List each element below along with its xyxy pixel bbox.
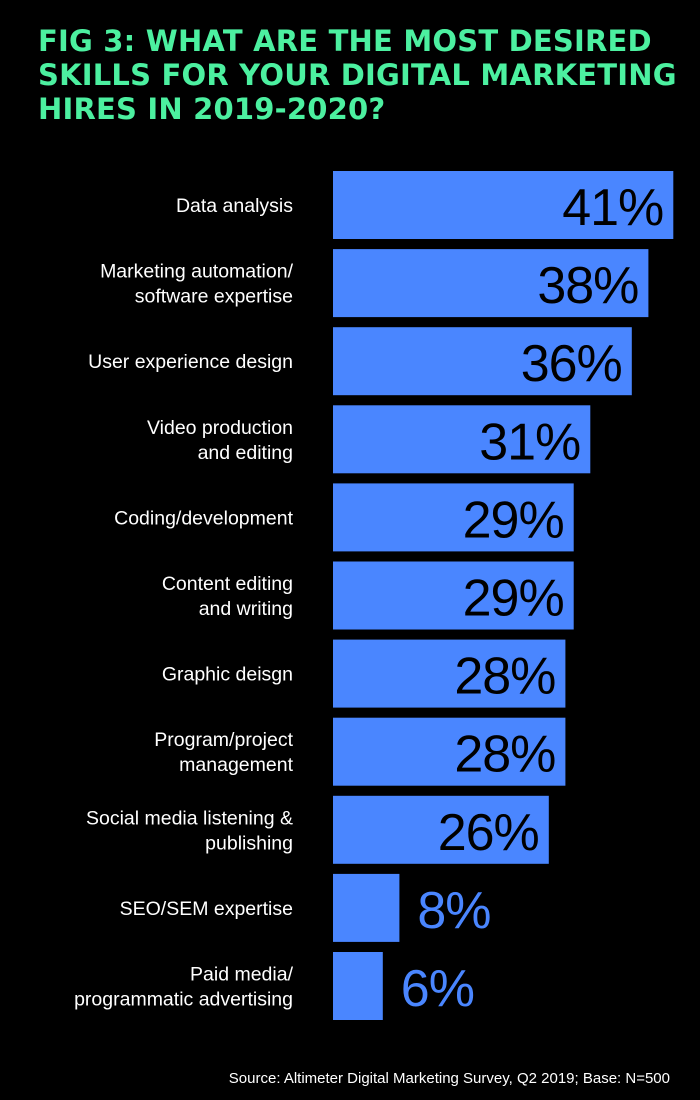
chart-title-line: FIG 3: WHAT ARE THE MOST DESIRED (38, 24, 652, 58)
value-label: 31% (479, 413, 580, 471)
category-label: Content editing (162, 573, 293, 595)
value-label: 26% (438, 804, 539, 862)
category-label: management (179, 754, 293, 776)
bar (333, 795, 549, 864)
chart-title-line: SKILLS FOR YOUR DIGITAL MARKETING (38, 58, 677, 92)
category-label: Data analysis (176, 195, 293, 217)
category-label: SEO/SEM expertise (120, 898, 293, 920)
category-label: Marketing automation/ (100, 261, 294, 283)
value-label: 6% (401, 960, 474, 1018)
bar (333, 639, 566, 708)
category-label: Paid media/ (190, 964, 294, 986)
bar (333, 483, 574, 552)
category-label: programmatic advertising (74, 989, 293, 1011)
chart-title-line: HIRES IN 2019-2020? (38, 92, 386, 126)
category-label: User experience design (88, 351, 293, 373)
chart-title: FIG 3: WHAT ARE THE MOST DESIRED SKILLS … (38, 24, 678, 126)
value-label: 28% (454, 726, 555, 784)
bar (333, 561, 574, 630)
bar (333, 717, 566, 786)
value-label: 29% (463, 491, 564, 549)
bar (333, 249, 649, 318)
value-label: 38% (537, 257, 638, 315)
value-label: 28% (454, 648, 555, 706)
bar (333, 327, 632, 396)
value-label: 36% (521, 335, 622, 393)
bar (333, 952, 383, 1020)
category-label: and editing (198, 442, 293, 464)
category-label: Graphic deisgn (162, 664, 293, 686)
value-label: 29% (463, 570, 564, 628)
bar (333, 405, 591, 474)
bar (333, 171, 674, 239)
bar (333, 873, 400, 942)
category-label: Video production (147, 417, 293, 439)
value-label: 41% (562, 179, 663, 237)
category-label: publishing (205, 832, 293, 854)
source-note: Source: Altimeter Digital Marketing Surv… (228, 1070, 670, 1087)
category-label: Program/project (154, 729, 293, 751)
category-label: software expertise (135, 286, 293, 308)
category-label: Social media listening & (86, 807, 293, 829)
category-label: Coding/development (114, 507, 293, 529)
category-label: and writing (199, 598, 293, 620)
bar-chart: Data analysis 41% Marketing automation/sof… (74, 171, 674, 1020)
value-label: 8% (417, 882, 490, 940)
